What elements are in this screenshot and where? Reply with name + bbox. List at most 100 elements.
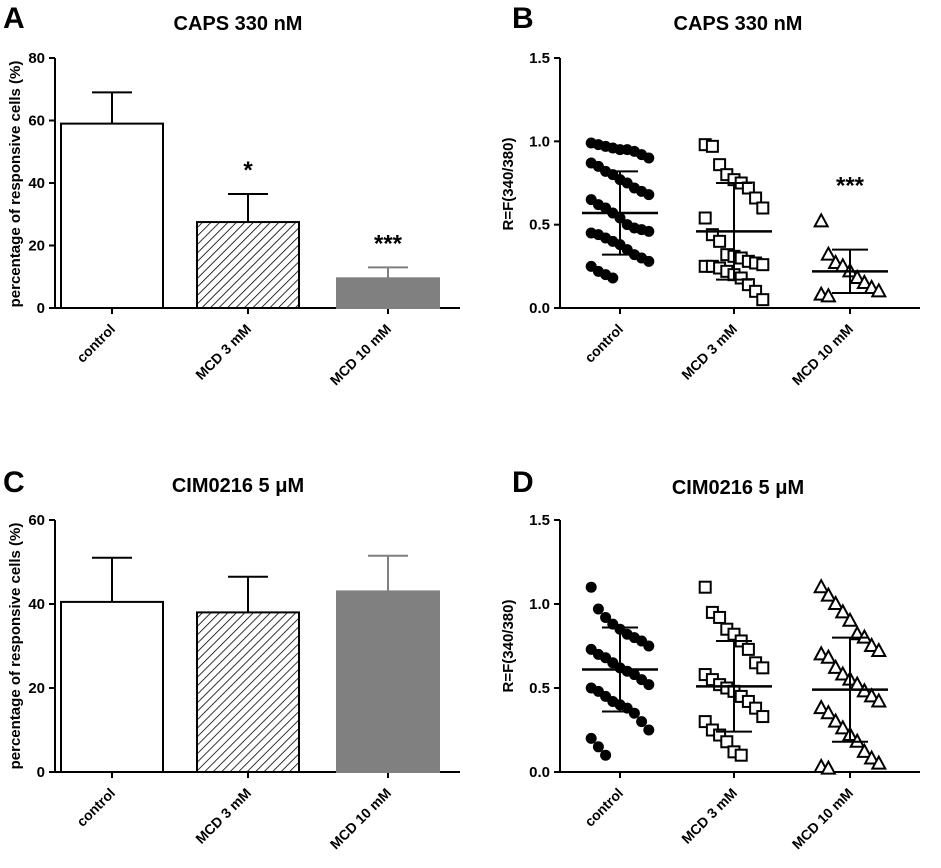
data-point bbox=[820, 648, 837, 664]
y-tick-label: 60 bbox=[28, 113, 45, 130]
y-tick-label: 60 bbox=[28, 512, 45, 529]
data-point bbox=[870, 754, 887, 770]
x-tick-label: MCD 10 mM bbox=[789, 321, 856, 388]
data-point bbox=[820, 759, 837, 775]
data-point bbox=[756, 258, 770, 272]
panel-d: D CIM0216 5 μM R=F(340/380) 0.0 0.5 1.0 1.5… bbox=[500, 466, 920, 852]
data-point bbox=[749, 701, 763, 715]
panel-label-c: C bbox=[3, 466, 25, 499]
data-point bbox=[643, 724, 655, 736]
x-tick-label: MCD 10 mM bbox=[327, 785, 394, 852]
data-point bbox=[813, 212, 830, 228]
panel-title-c: CIM0216 5 μM bbox=[172, 475, 304, 497]
y-tick-label: 0.0 bbox=[529, 764, 550, 781]
data-point bbox=[820, 287, 837, 303]
y-axis-label-a: percentage of responsive cells (%) bbox=[7, 61, 24, 308]
data-point bbox=[643, 679, 655, 691]
data-point bbox=[827, 712, 844, 728]
y-tick-label: 1.0 bbox=[529, 596, 550, 613]
panel-title-d: CIM0216 5 μM bbox=[672, 477, 804, 499]
data-point bbox=[870, 692, 887, 708]
x-tick-label: control bbox=[73, 321, 118, 366]
data-point bbox=[698, 715, 712, 729]
panel-b: B CAPS 330 nM R=F(340/380) 0.0 0.5 1.0 1.5 c… bbox=[500, 2, 920, 388]
data-point bbox=[600, 611, 612, 623]
significance-label: *** bbox=[836, 173, 865, 200]
data-point bbox=[863, 687, 880, 703]
y-tick-label: 1.5 bbox=[529, 50, 550, 67]
data-point bbox=[698, 580, 712, 594]
data-point bbox=[600, 749, 612, 761]
data-point bbox=[607, 272, 619, 284]
x-tick-label: MCD 10 mM bbox=[327, 321, 394, 388]
y-tick-label: 40 bbox=[28, 175, 45, 192]
data-point bbox=[628, 707, 640, 719]
panel-label-d: D bbox=[512, 466, 534, 499]
bar bbox=[196, 611, 300, 774]
data-point bbox=[713, 158, 727, 172]
data-point bbox=[820, 245, 837, 261]
data-point bbox=[856, 742, 873, 758]
data-point bbox=[870, 641, 887, 658]
data-point bbox=[827, 594, 844, 610]
panel-title-a: CAPS 330 nM bbox=[174, 13, 303, 35]
data-point bbox=[734, 748, 748, 762]
bar bbox=[336, 590, 440, 774]
x-tick-label: control bbox=[73, 785, 118, 830]
data-point bbox=[820, 704, 837, 720]
data-point bbox=[698, 211, 712, 225]
data-point bbox=[863, 749, 880, 765]
data-point bbox=[643, 255, 655, 267]
data-point bbox=[585, 581, 597, 593]
data-point bbox=[585, 732, 597, 744]
data-point bbox=[643, 189, 655, 201]
y-tick-label: 0 bbox=[37, 764, 45, 781]
y-axis-label-b: R=F(340/380) bbox=[500, 138, 517, 231]
x-tick-label: MCD 10 mM bbox=[789, 785, 856, 852]
y-tick-label: 0.5 bbox=[529, 217, 550, 234]
bar bbox=[336, 277, 440, 309]
data-point bbox=[643, 152, 655, 164]
data-point bbox=[592, 741, 604, 753]
x-tick-label: MCD 3 mM bbox=[192, 321, 254, 383]
bar bbox=[196, 221, 300, 309]
y-tick-label: 0.5 bbox=[529, 680, 550, 697]
x-tick-label: control bbox=[581, 321, 626, 366]
data-point bbox=[741, 694, 755, 708]
y-tick-label: 40 bbox=[28, 596, 45, 613]
data-point bbox=[820, 586, 837, 602]
y-tick-label: 1.0 bbox=[529, 133, 550, 150]
bar bbox=[60, 122, 164, 309]
data-point bbox=[756, 293, 770, 307]
data-point bbox=[841, 611, 859, 627]
y-tick-label: 0 bbox=[37, 300, 45, 317]
data-point bbox=[749, 284, 763, 298]
data-point bbox=[720, 735, 734, 749]
plot-area-d: 0.0 0.5 1.0 1.5 control MCD 3 mM MCD 10 mM bbox=[529, 512, 920, 852]
x-tick-label: MCD 3 mM bbox=[678, 321, 740, 383]
y-tick-label: 20 bbox=[28, 238, 45, 255]
panel-a: A CAPS 330 nM percentage of responsive c… bbox=[3, 2, 460, 388]
data-point bbox=[813, 699, 830, 715]
data-point bbox=[756, 710, 770, 724]
data-point bbox=[827, 658, 844, 674]
panel-label-a: A bbox=[3, 2, 25, 35]
bar bbox=[60, 600, 164, 774]
y-axis-label-c: percentage of responsive cells (%) bbox=[7, 523, 24, 770]
panel-c: C CIM0216 5 μM percentage of responsive … bbox=[3, 466, 460, 852]
y-axis-label-d: R=F(340/380) bbox=[500, 600, 517, 693]
data-point bbox=[756, 661, 770, 675]
significance-label: * bbox=[243, 157, 253, 184]
data-point bbox=[749, 191, 763, 205]
data-point bbox=[863, 636, 880, 652]
x-tick-label: control bbox=[581, 785, 626, 830]
panel-title-b: CAPS 330 nM bbox=[674, 13, 803, 35]
data-point bbox=[734, 271, 748, 285]
data-point bbox=[705, 228, 719, 242]
data-point bbox=[727, 627, 741, 641]
x-tick-label: MCD 3 mM bbox=[678, 785, 740, 847]
data-point bbox=[741, 642, 755, 656]
data-point bbox=[834, 719, 851, 735]
